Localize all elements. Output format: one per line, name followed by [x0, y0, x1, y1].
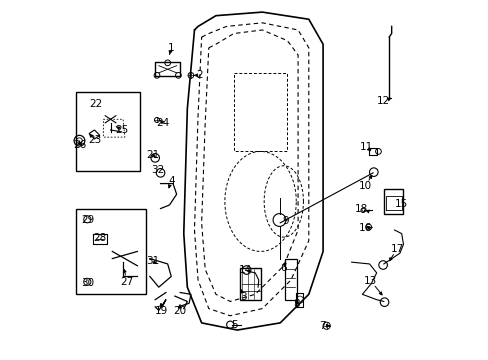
- Text: 6: 6: [279, 262, 286, 273]
- Text: 14: 14: [239, 265, 252, 275]
- Text: 8: 8: [292, 299, 299, 309]
- Text: 18: 18: [354, 204, 367, 214]
- Text: 23: 23: [88, 135, 102, 145]
- Text: 30: 30: [81, 278, 94, 288]
- Text: 21: 21: [146, 150, 159, 160]
- Text: 28: 28: [93, 233, 106, 243]
- Text: 22: 22: [89, 99, 102, 109]
- Text: 13: 13: [363, 276, 376, 286]
- Text: 32: 32: [151, 165, 164, 175]
- Text: 17: 17: [390, 244, 403, 253]
- Text: 1: 1: [167, 43, 174, 53]
- Text: 16: 16: [358, 223, 371, 233]
- Bar: [383, 189, 403, 214]
- Text: 20: 20: [173, 306, 185, 316]
- Text: 2: 2: [196, 70, 203, 80]
- Text: 27: 27: [121, 277, 134, 287]
- Bar: [240, 267, 261, 300]
- Bar: [284, 258, 296, 300]
- Text: 11: 11: [359, 142, 372, 152]
- Text: 12: 12: [376, 96, 389, 107]
- Text: 24: 24: [156, 118, 169, 128]
- Text: 15: 15: [394, 199, 407, 209]
- Text: 10: 10: [358, 181, 371, 191]
- Text: 25: 25: [116, 125, 129, 135]
- Text: 5: 5: [231, 320, 238, 330]
- Text: 4: 4: [167, 176, 174, 186]
- Text: 31: 31: [146, 256, 159, 266]
- Text: 26: 26: [73, 140, 87, 150]
- Text: 19: 19: [155, 306, 168, 316]
- Text: 3: 3: [240, 292, 246, 302]
- Bar: [76, 208, 145, 294]
- Text: 7: 7: [318, 321, 325, 331]
- Bar: [76, 93, 140, 171]
- Text: 9: 9: [282, 216, 288, 226]
- Text: 29: 29: [81, 215, 95, 225]
